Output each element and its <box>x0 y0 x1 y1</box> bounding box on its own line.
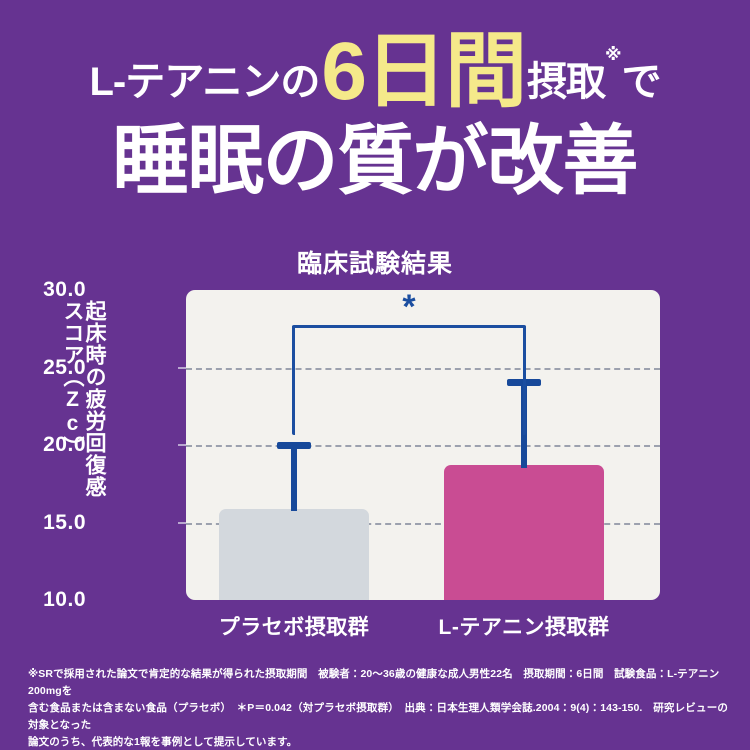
headline-particle-text: で <box>621 60 662 104</box>
y-tick-mark-15 <box>178 521 187 524</box>
gridline-25 <box>186 367 660 370</box>
chart-title: 臨床試験結果 <box>296 250 453 278</box>
gridline-20 <box>186 445 660 447</box>
error-bar-cap-theanine <box>507 378 541 386</box>
y-tick-label-10: 10.0 <box>43 588 86 611</box>
significance-bracket <box>292 325 526 435</box>
x-label-theanine: L-テアニン摂取群 <box>438 616 610 639</box>
headline-intake-text: 摂取 <box>527 60 606 104</box>
error-bar-stem-theanine <box>521 381 527 468</box>
headline-block: L-テアニンの 6日間 摂取 ※ で 睡眠の質が改善 <box>0 26 750 204</box>
error-bar-stem-placebo <box>291 445 297 511</box>
footnote-block: ※SRで採用された論文で肯定的な結果が得られた摂取期間 被験者：20～36歳の健… <box>28 666 728 750</box>
y-tick-label-30: 30.0 <box>43 278 86 301</box>
error-bar-cap-placebo <box>277 442 311 449</box>
bar-theanine <box>444 465 604 600</box>
headline-footnote-marker: ※ <box>605 45 622 64</box>
gridline-15 <box>186 522 660 525</box>
footnote-line-2: 含む食品または含まない食品（プラセボ） ＊P＝0.042（対プラセボ摂取群） 出… <box>28 702 728 731</box>
headline-line-1: L-テアニンの 6日間 摂取 ※ で <box>0 26 750 118</box>
y-tick-label-20: 20.0 <box>43 433 86 456</box>
y-axis-label: 起床時の疲労回復感 スコア（Zc） <box>52 300 114 610</box>
y-tick-label-25: 25.0 <box>43 355 86 379</box>
y-tick-label-15: 15.0 <box>43 510 86 534</box>
y-tick-mark-25 <box>178 366 187 369</box>
headline-line-2: 睡眠の質が改善 <box>112 119 639 204</box>
significance-asterisk: * <box>402 288 416 326</box>
plot-area: * <box>186 290 660 600</box>
headline-prefix-text: L-テアニンの <box>89 60 320 104</box>
y-axis-label-line-2: スコア（Zc） <box>61 300 84 458</box>
bar-placebo <box>219 508 369 600</box>
footnote-line-3: 論文のうち、代表的な1報を事例として提示しています。 <box>28 736 298 748</box>
headline-highlight-duration: 6日間 <box>321 26 527 117</box>
x-label-placebo: プラセボ摂取群 <box>218 616 370 639</box>
footnote-line-1: ※SRで採用された論文で肯定的な結果が得られた摂取期間 被験者：20～36歳の健… <box>28 668 720 697</box>
y-axis-label-line-1: 起床時の疲労回復感 <box>83 300 107 498</box>
y-tick-mark-20 <box>178 444 187 446</box>
